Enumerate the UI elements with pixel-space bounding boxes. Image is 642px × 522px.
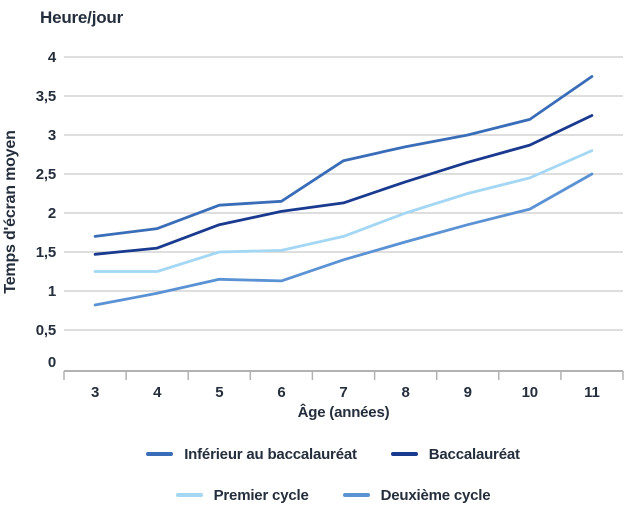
legend-swatch: [146, 452, 174, 456]
y-tick-label: 2: [48, 205, 56, 222]
series-line-3: [93, 172, 594, 307]
legend-label: Baccalauréat: [428, 445, 520, 463]
y-tick-label: 3: [48, 127, 56, 144]
y-tick-label: 1,5: [36, 244, 56, 261]
x-tick-label: 8: [402, 384, 410, 401]
legend-swatch: [175, 493, 203, 497]
y-tick-label: 0,5: [36, 322, 56, 339]
legend-label: Premier cycle: [213, 486, 309, 504]
plot-area: 0 0,5 1 1,5 2 2,5 3 3,5 4 3 4 5 6 7 8 9 10 11: [36, 49, 624, 401]
legend-item: Baccalauréat: [390, 445, 520, 463]
legend-label: Inférieur au baccalauréat: [184, 445, 357, 463]
y-axis-unit-label: Heure/jour: [40, 8, 124, 27]
series-line-2: [93, 149, 594, 273]
legend-swatch: [342, 493, 370, 497]
x-tick-label: 11: [584, 384, 599, 401]
legend-item: Deuxième cycle: [342, 486, 491, 504]
x-tick-label: 10: [522, 384, 538, 401]
y-tick-label: 3,5: [36, 88, 56, 105]
legend-label: Deuxième cycle: [380, 486, 491, 504]
legend-swatch: [390, 452, 418, 456]
x-tick-label: 5: [215, 384, 223, 401]
legend-row: Inférieur au baccalauréat Baccalauréat: [40, 440, 626, 468]
legend: Inférieur au baccalauréat Baccalauréat Pr…: [40, 440, 626, 522]
legend-item: Inférieur au baccalauréat: [146, 446, 357, 463]
y-tick-label: 2,5: [36, 166, 56, 183]
legend-row: Premier cycle Deuxième cycle: [40, 481, 626, 509]
x-tick-label: 3: [91, 384, 99, 401]
y-tick-label: 1: [48, 283, 56, 300]
series-line-0: [93, 75, 594, 238]
y-tick-label: 4: [48, 49, 57, 66]
x-axis-title: Âge (années): [297, 404, 390, 421]
x-tick-label: 7: [339, 384, 347, 401]
legend-item: Premier cycle: [175, 486, 309, 504]
x-tick-label: 9: [464, 384, 472, 401]
x-tick-label: 4: [153, 384, 162, 401]
y-tick-label: 0: [48, 354, 56, 371]
x-tick-label: 6: [277, 384, 285, 401]
series-line-1: [93, 114, 594, 256]
